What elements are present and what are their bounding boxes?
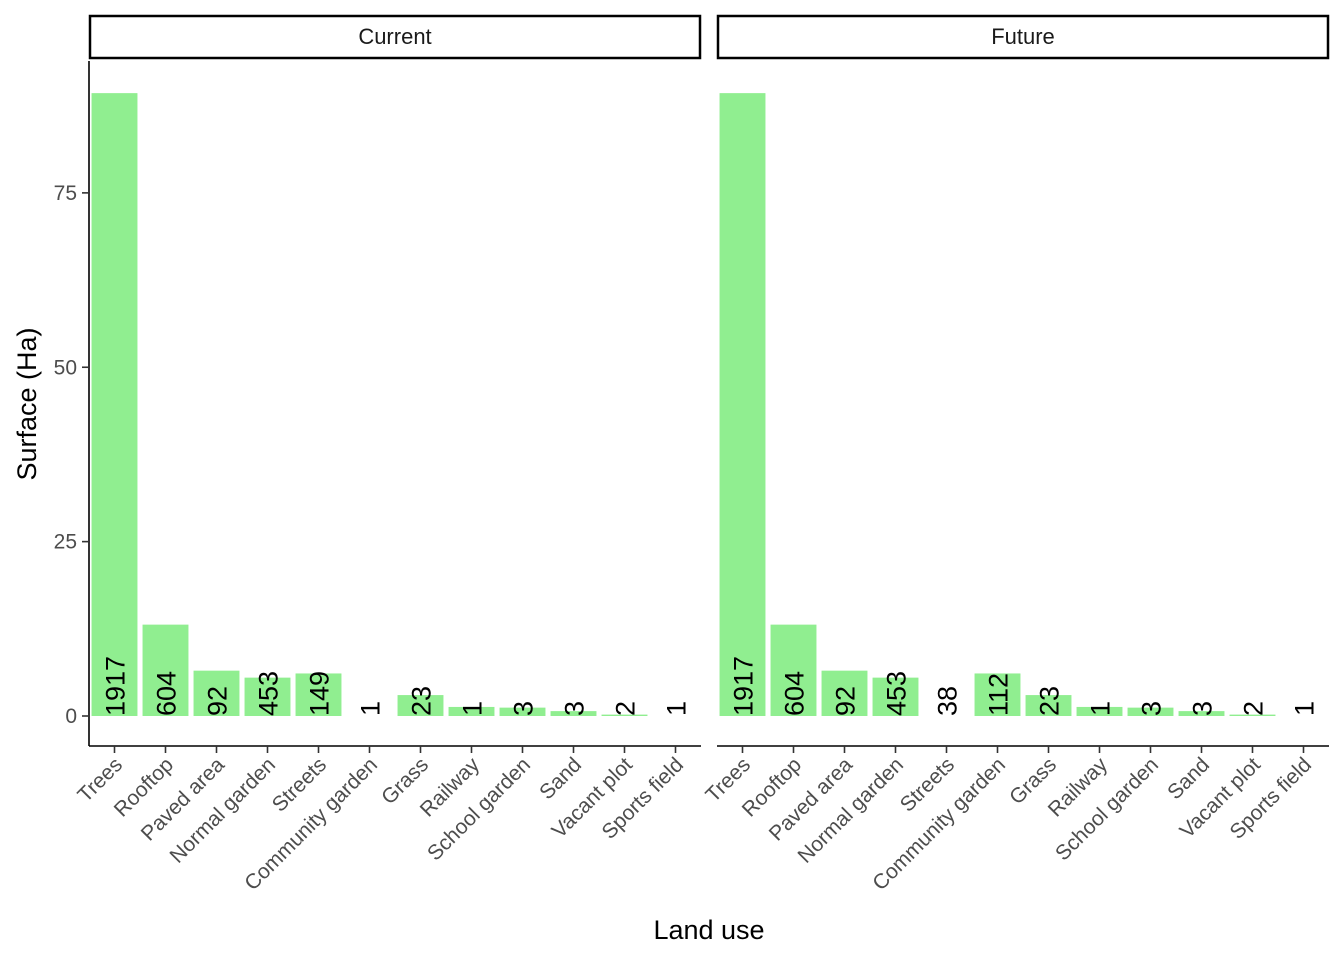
bar-data-label: 1917: [101, 656, 131, 716]
bar-data-label: 92: [831, 686, 861, 716]
bar-data-label: 3: [509, 701, 539, 716]
bar: [1127, 707, 1174, 716]
bar: [1229, 714, 1276, 716]
y-tick-label: 50: [54, 356, 77, 379]
y-tick-label: 25: [54, 531, 77, 554]
bar-data-label: 23: [407, 686, 437, 716]
bar: [974, 673, 1021, 716]
facet-strip-title: Current: [358, 24, 431, 49]
facet-strip-1: [716, 14, 1330, 60]
bar-data-label: 1917: [729, 656, 759, 716]
bar: [91, 93, 138, 716]
bar: [550, 711, 597, 716]
bar-data-label: 1: [1086, 701, 1116, 716]
bar: [719, 93, 766, 716]
y-axis-title: Surface (Ha): [12, 327, 42, 480]
bar: [295, 673, 342, 716]
bar: [142, 624, 189, 716]
bar: [1178, 711, 1225, 716]
bar-data-label: 2: [1239, 701, 1269, 716]
bar-data-label: 1: [356, 701, 386, 716]
bar: [193, 670, 240, 716]
bar-data-label: 38: [933, 686, 963, 716]
bar-data-label: 604: [780, 671, 810, 716]
bar-data-label: 453: [882, 671, 912, 716]
bar-data-label: 604: [152, 671, 182, 716]
bar: [1076, 706, 1123, 716]
y-tick-label: 0: [65, 705, 77, 728]
bar: [1025, 695, 1072, 716]
bar-data-label: 23: [1035, 686, 1065, 716]
bar-data-label: 1: [458, 701, 488, 716]
y-tick-label: 75: [54, 182, 77, 205]
bar-data-label: 1: [662, 701, 692, 716]
bar-data-label: 2: [611, 701, 641, 716]
bar-data-label: 453: [254, 671, 284, 716]
bar-data-label: 3: [1188, 701, 1218, 716]
bar: [397, 695, 444, 716]
facet-strip-title: Future: [991, 24, 1055, 49]
bar: [872, 677, 919, 716]
bar: [499, 707, 546, 716]
bar: [770, 624, 817, 716]
x-axis-title: Land use: [653, 915, 764, 945]
facet-strip-0: [88, 14, 702, 60]
bar: [601, 714, 648, 716]
bar-data-label: 1: [1290, 701, 1320, 716]
bar-data-label: 3: [1137, 701, 1167, 716]
bar-data-label: 112: [984, 673, 1014, 716]
bar: [821, 670, 868, 716]
bar-data-label: 149: [305, 671, 335, 716]
bar: [244, 677, 291, 716]
bar-data-label: 92: [203, 686, 233, 716]
bar: [448, 706, 495, 716]
bar-data-label: 3: [560, 701, 590, 716]
